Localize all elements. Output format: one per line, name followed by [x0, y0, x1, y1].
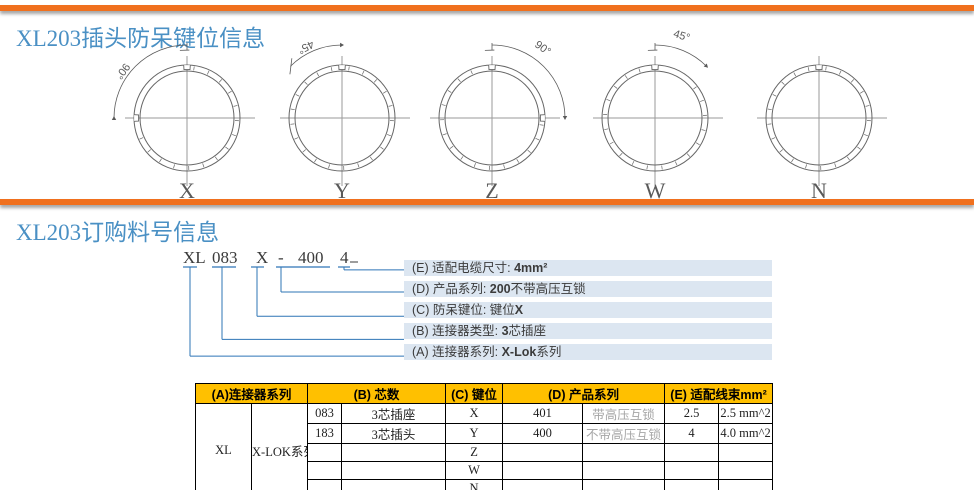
svg-text:90°: 90° [532, 39, 553, 58]
svg-text:400: 400 [298, 248, 324, 267]
svg-text:083: 083 [212, 248, 238, 267]
svg-text:N: N [811, 178, 827, 200]
svg-text:45°: 45° [296, 38, 316, 56]
svg-text:XL: XL [183, 248, 206, 267]
svg-text:-: - [278, 248, 284, 267]
svg-text:W: W [645, 178, 666, 200]
svg-text:Z: Z [485, 178, 498, 200]
svg-text:Y: Y [334, 178, 350, 200]
svg-text:X: X [256, 248, 268, 267]
svg-text:X: X [179, 178, 195, 200]
svg-text:90°: 90° [113, 61, 132, 82]
svg-text:4: 4 [340, 248, 349, 267]
svg-text:45°: 45° [672, 28, 692, 45]
